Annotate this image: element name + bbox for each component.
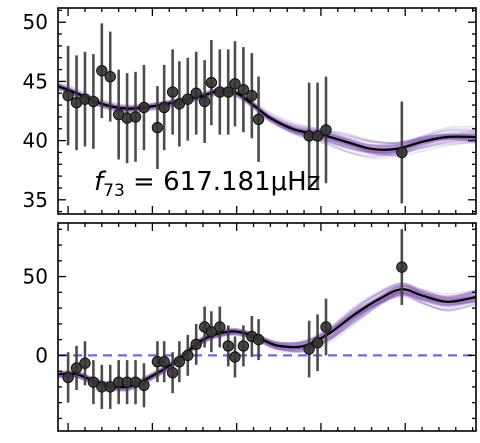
data-point	[173, 355, 186, 368]
y-tick-label: 35	[23, 188, 48, 212]
data-point	[151, 121, 164, 134]
data-point	[198, 95, 211, 108]
data-point	[129, 111, 142, 123]
bot-sample-curve	[58, 285, 476, 388]
data-point	[182, 93, 194, 105]
data-point	[87, 376, 100, 388]
data-point	[237, 83, 250, 96]
data-point	[237, 340, 250, 352]
y-tick-label: 50	[23, 265, 48, 289]
data-point	[158, 355, 170, 368]
bot-sample-curve	[58, 284, 476, 390]
data-point	[214, 321, 226, 333]
data-point	[166, 86, 179, 98]
data-point	[104, 70, 116, 83]
y-tick-label: 40	[23, 129, 48, 153]
data-point	[79, 357, 91, 369]
data-point	[96, 65, 108, 77]
bot-sample-curve	[58, 286, 476, 388]
data-point	[87, 95, 100, 108]
data-point	[222, 86, 234, 98]
bottom-axis-ticks	[58, 223, 476, 431]
data-point	[229, 78, 241, 90]
bottom-axes-frame	[57, 222, 477, 432]
annotation-subscript: 73	[103, 181, 125, 201]
data-point	[173, 98, 186, 110]
bot-sample-curve	[58, 286, 476, 389]
data-point	[138, 379, 150, 392]
data-point	[182, 349, 194, 362]
bottom-panel: 0 50	[23, 222, 477, 432]
top-y-tick-labels: 35 40 45 50	[23, 10, 48, 212]
data-point	[229, 351, 241, 363]
bot-sample-curve	[58, 285, 476, 388]
bot-sample-curve	[58, 285, 476, 390]
bot-sample-curve	[58, 289, 476, 386]
data-point	[166, 366, 179, 379]
y-tick-label: 50	[23, 10, 48, 34]
data-point	[320, 124, 332, 136]
data-point	[158, 101, 170, 114]
data-point	[252, 113, 265, 125]
data-point	[320, 321, 332, 333]
y-tick-label: 45	[23, 69, 48, 93]
data-point	[252, 333, 265, 346]
bottom-fit-samples	[58, 282, 476, 392]
data-point	[205, 326, 218, 338]
bottom-data-points	[62, 229, 408, 409]
data-point	[138, 101, 150, 114]
y-tick-label: 0	[35, 343, 48, 367]
data-point	[190, 87, 202, 99]
data-point	[303, 343, 315, 355]
data-point	[70, 362, 83, 374]
data-point	[190, 338, 202, 351]
top-panel: 35 40 45 50 f73 = 617.181μHz	[23, 7, 477, 215]
top-fit-samples	[58, 81, 476, 160]
top-data-points	[62, 23, 408, 204]
data-point	[104, 381, 116, 393]
data-point	[222, 340, 234, 352]
data-point	[62, 371, 74, 384]
bottom-y-tick-labels: 0 50	[23, 265, 48, 368]
top-axes-frame	[57, 7, 477, 215]
data-point	[205, 76, 218, 89]
data-point	[62, 89, 74, 102]
bot-sample-curve	[58, 289, 476, 386]
bot-sample-curve	[58, 285, 476, 386]
data-point	[246, 89, 258, 102]
frequency-annotation: f73 = 617.181μHz	[94, 167, 320, 201]
data-point	[396, 261, 408, 273]
data-point	[311, 337, 324, 349]
top-axis-ticks	[58, 8, 476, 214]
annotation-value: = 617.181μHz	[125, 167, 321, 197]
data-point	[396, 146, 408, 159]
data-point	[311, 130, 324, 142]
